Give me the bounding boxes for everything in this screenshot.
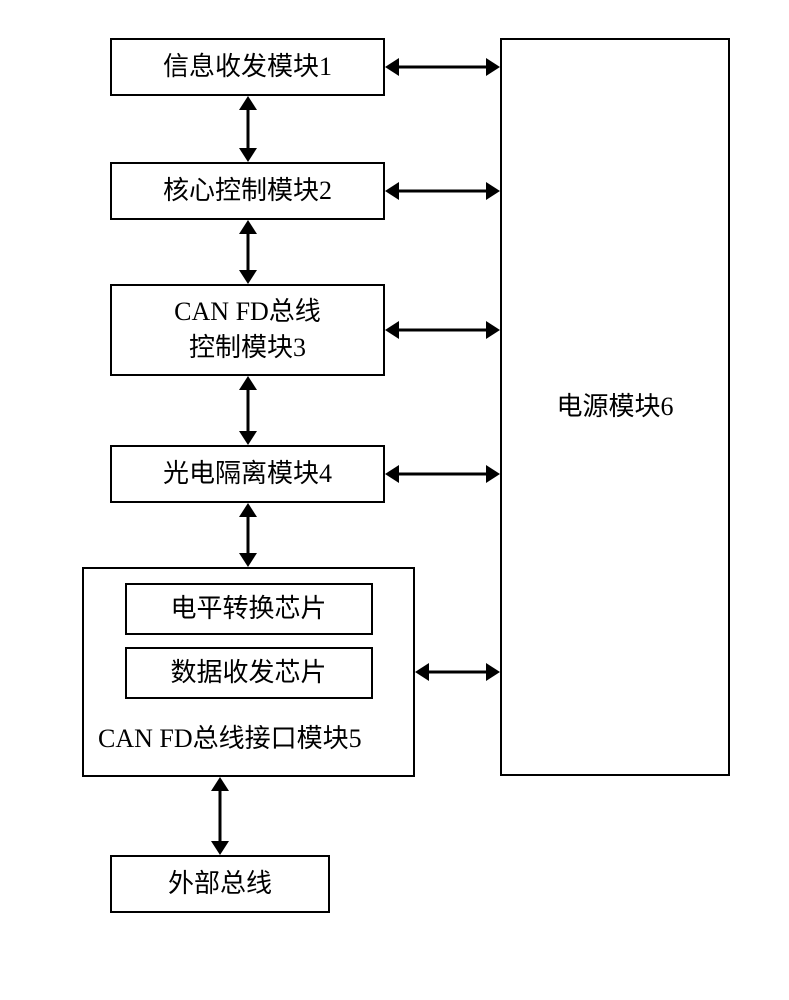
node-mod1-label: 信息收发模块1 (163, 49, 332, 85)
edge-mod3-mod4 (236, 376, 260, 445)
edge-mod2-power (385, 179, 500, 203)
edge-mod5-power (415, 660, 500, 684)
node-mod3-label-line2: 控制模块3 (189, 330, 306, 366)
node-mod2-label: 核心控制模块2 (163, 173, 332, 209)
node-external: 外部总线 (110, 855, 330, 913)
node-mod5-sub2: 数据收发芯片 (125, 647, 373, 699)
node-mod5-sub1-label: 电平转换芯片 (170, 591, 326, 627)
edge-mod2-mod3 (236, 220, 260, 284)
node-mod5-label: CAN FD总线接口模块5 (84, 721, 413, 757)
edge-mod3-power (385, 318, 500, 342)
node-mod5-sub2-label: 数据收发芯片 (170, 655, 326, 691)
edge-mod1-power (385, 55, 500, 79)
edge-mod5-external (208, 777, 232, 855)
node-mod2: 核心控制模块2 (110, 162, 385, 220)
node-mod4-label: 光电隔离模块4 (163, 456, 332, 492)
node-mod5: 电平转换芯片 数据收发芯片 CAN FD总线接口模块5 (82, 567, 415, 777)
node-power-label: 电源模块6 (556, 389, 673, 425)
node-mod3-label-line1: CAN FD总线 (174, 294, 321, 330)
node-mod1: 信息收发模块1 (110, 38, 385, 96)
node-power: 电源模块6 (500, 38, 730, 776)
node-external-label: 外部总线 (168, 866, 272, 902)
node-mod5-sub1: 电平转换芯片 (125, 583, 373, 635)
block-diagram: 信息收发模块1 核心控制模块2 CAN FD总线 控制模块3 光电隔离模块4 电… (0, 0, 789, 1000)
edge-mod1-mod2 (236, 96, 260, 162)
node-mod3: CAN FD总线 控制模块3 (110, 284, 385, 376)
node-mod4: 光电隔离模块4 (110, 445, 385, 503)
edge-mod4-mod5 (236, 503, 260, 567)
edge-mod4-power (385, 462, 500, 486)
